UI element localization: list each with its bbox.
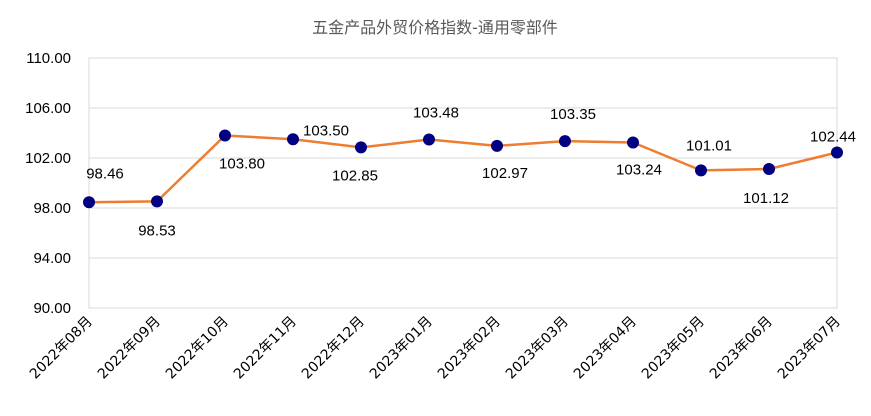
x-tick-label: 2022年11月	[231, 314, 300, 383]
x-tick-label: 2023年06月	[707, 314, 776, 383]
x-tick-label: 2023年01月	[367, 314, 436, 383]
y-axis-ticks: 90.00 94.00 98.00 102.00 106.00 110.00	[25, 50, 71, 317]
x-tick-label: 2022年10月	[163, 314, 232, 383]
x-axis-ticks: 2022年08月 2022年09月 2022年10月 2022年11月 2022年12月…	[27, 314, 844, 383]
y-tick-label: 106.00	[25, 100, 71, 117]
x-tick-label: 2023年04月	[571, 314, 640, 383]
data-label: 101.12	[743, 190, 789, 207]
data-point	[83, 196, 95, 209]
data-point	[763, 163, 775, 175]
x-tick-label: 2023年07月	[775, 314, 844, 383]
x-tick-label: 2022年08月	[27, 314, 96, 383]
x-tick-label: 2022年09月	[95, 314, 164, 383]
data-label: 102.44	[810, 129, 856, 146]
data-point	[627, 136, 639, 149]
data-point	[355, 141, 367, 154]
data-point	[219, 129, 231, 142]
data-label: 102.85	[332, 167, 378, 184]
y-tick-label: 94.00	[33, 250, 71, 267]
y-tick-label: 90.00	[33, 300, 71, 317]
series-line	[88, 134, 838, 204]
data-label: 101.01	[686, 137, 732, 154]
x-tick-label: 2023年02月	[435, 314, 504, 383]
x-tick-label: 2023年03月	[503, 314, 572, 383]
y-tick-label: 98.00	[33, 200, 71, 217]
data-point	[559, 135, 571, 148]
data-label: 103.35	[550, 106, 596, 123]
data-point	[831, 146, 843, 159]
y-tick-label: 110.00	[26, 50, 71, 67]
x-tick-label: 2022年12月	[299, 314, 368, 383]
data-point	[491, 139, 503, 152]
data-labels: 98.46 98.53 103.80 103.50 102.85 103.48 102.97…	[86, 105, 856, 240]
data-label: 103.48	[413, 105, 459, 122]
data-label: 98.46	[86, 165, 124, 182]
data-label: 102.97	[482, 165, 528, 182]
gridlines	[89, 57, 837, 309]
data-point	[423, 133, 435, 146]
y-tick-label: 102.00	[25, 150, 71, 167]
chart-title: 五金产品外贸价格指数-通用零部件	[312, 18, 558, 37]
data-point	[287, 133, 299, 146]
data-label: 98.53	[138, 222, 176, 239]
data-label: 103.50	[303, 122, 349, 139]
data-label: 103.24	[616, 162, 662, 179]
data-point	[695, 164, 707, 177]
x-tick-label: 2023年05月	[639, 314, 708, 383]
data-label: 103.80	[219, 156, 265, 173]
plot-area-border	[88, 57, 838, 309]
series-layer	[83, 129, 843, 209]
data-point	[151, 195, 163, 208]
